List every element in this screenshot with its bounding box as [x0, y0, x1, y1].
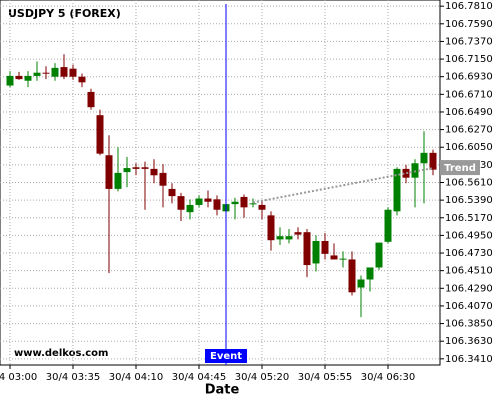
- y-tick-label: 106.4290: [445, 283, 493, 294]
- y-tick-label: 106.7810: [445, 1, 493, 12]
- candle-body: [42, 72, 50, 74]
- x-tick-label: 30/4 04:45: [172, 372, 226, 383]
- candle-body: [6, 75, 14, 86]
- candle-body: [15, 75, 23, 80]
- x-tick-label: 30/4 03:35: [46, 372, 100, 383]
- candle-body: [141, 167, 149, 169]
- y-tick-label: 106.6930: [445, 72, 493, 83]
- candle-body: [339, 258, 347, 260]
- candle-body: [366, 267, 374, 280]
- candle-body: [267, 215, 275, 241]
- y-tick-label: 106.5610: [445, 178, 493, 189]
- trend-label: Trend: [444, 163, 476, 174]
- event-label: Event: [210, 351, 242, 362]
- candle-body: [258, 204, 266, 210]
- candle-body: [321, 241, 329, 254]
- event-label-box: [205, 349, 247, 363]
- y-tick-label: 106.3410: [445, 354, 493, 365]
- y-tick-label: 106.7150: [445, 54, 493, 65]
- candle-body: [78, 76, 86, 83]
- x-tick-label: 30/4 05:20: [235, 372, 289, 383]
- candle-body: [123, 168, 131, 173]
- candle-body: [429, 152, 437, 170]
- candle-body: [33, 72, 41, 76]
- y-tick-label: 106.4730: [445, 248, 493, 259]
- y-tick-label: 106.4070: [445, 301, 493, 312]
- x-tick-label: 30/4 06:30: [361, 372, 415, 383]
- candle-body: [285, 236, 293, 240]
- candle-body: [150, 168, 158, 176]
- candle-body: [213, 199, 221, 210]
- candle-body: [393, 168, 401, 212]
- x-tick-label: 30/4 05:55: [298, 372, 352, 383]
- y-tick-label: 106.7590: [445, 19, 493, 30]
- candle-body: [60, 67, 68, 77]
- chart-title: USDJPY 5 (FOREX): [8, 7, 121, 20]
- candle-body: [177, 196, 185, 210]
- candle-body: [240, 196, 248, 208]
- candle-body: [249, 203, 257, 205]
- candle-body: [105, 155, 113, 189]
- watermark: www.delkos.com: [14, 348, 108, 359]
- candle-body: [402, 168, 410, 178]
- candle-body: [411, 163, 419, 178]
- candle-body: [375, 242, 383, 268]
- candle-body: [330, 255, 338, 260]
- y-tick-label: 106.6490: [445, 107, 493, 118]
- x-tick-label: 30/4 03:00: [0, 372, 37, 383]
- candle-body: [303, 232, 311, 266]
- candle-body: [312, 241, 320, 264]
- x-tick-label: 30/4 04:10: [109, 372, 163, 383]
- trend-label-box: [440, 160, 480, 176]
- candle-body: [24, 75, 32, 81]
- y-tick-label: 106.3630: [445, 336, 493, 347]
- candle-body: [132, 167, 140, 169]
- candle-body: [348, 259, 356, 293]
- candle-body: [168, 188, 176, 197]
- y-tick-label: 106.4510: [445, 266, 493, 277]
- candle-body: [69, 68, 77, 77]
- x-axis-label: Date: [205, 383, 240, 398]
- y-tick-label: 106.5390: [445, 195, 493, 206]
- candle-body: [276, 236, 284, 240]
- candle-body: [294, 232, 302, 235]
- y-tick-label: 106.6270: [445, 125, 493, 136]
- candle-body: [96, 115, 104, 154]
- candle-body: [87, 91, 95, 108]
- y-tick-label: 106.4950: [445, 230, 493, 241]
- candle-body: [159, 172, 167, 186]
- candle-body: [231, 201, 239, 205]
- candle-body: [204, 198, 212, 202]
- candle-body: [384, 209, 392, 242]
- candle-body: [195, 198, 203, 205]
- candle-body: [420, 152, 428, 164]
- y-tick-label: 106.6710: [445, 89, 493, 100]
- candle-body: [51, 67, 59, 77]
- y-tick-label: 106.6050: [445, 142, 493, 153]
- candle-body: [186, 204, 194, 213]
- y-tick-label: 106.7370: [445, 36, 493, 47]
- y-tick-label: 106.5170: [445, 213, 493, 224]
- trend-line: [252, 167, 434, 204]
- candle-body: [357, 279, 365, 288]
- y-tick-label: 106.3850: [445, 319, 493, 330]
- candle-body: [114, 172, 122, 189]
